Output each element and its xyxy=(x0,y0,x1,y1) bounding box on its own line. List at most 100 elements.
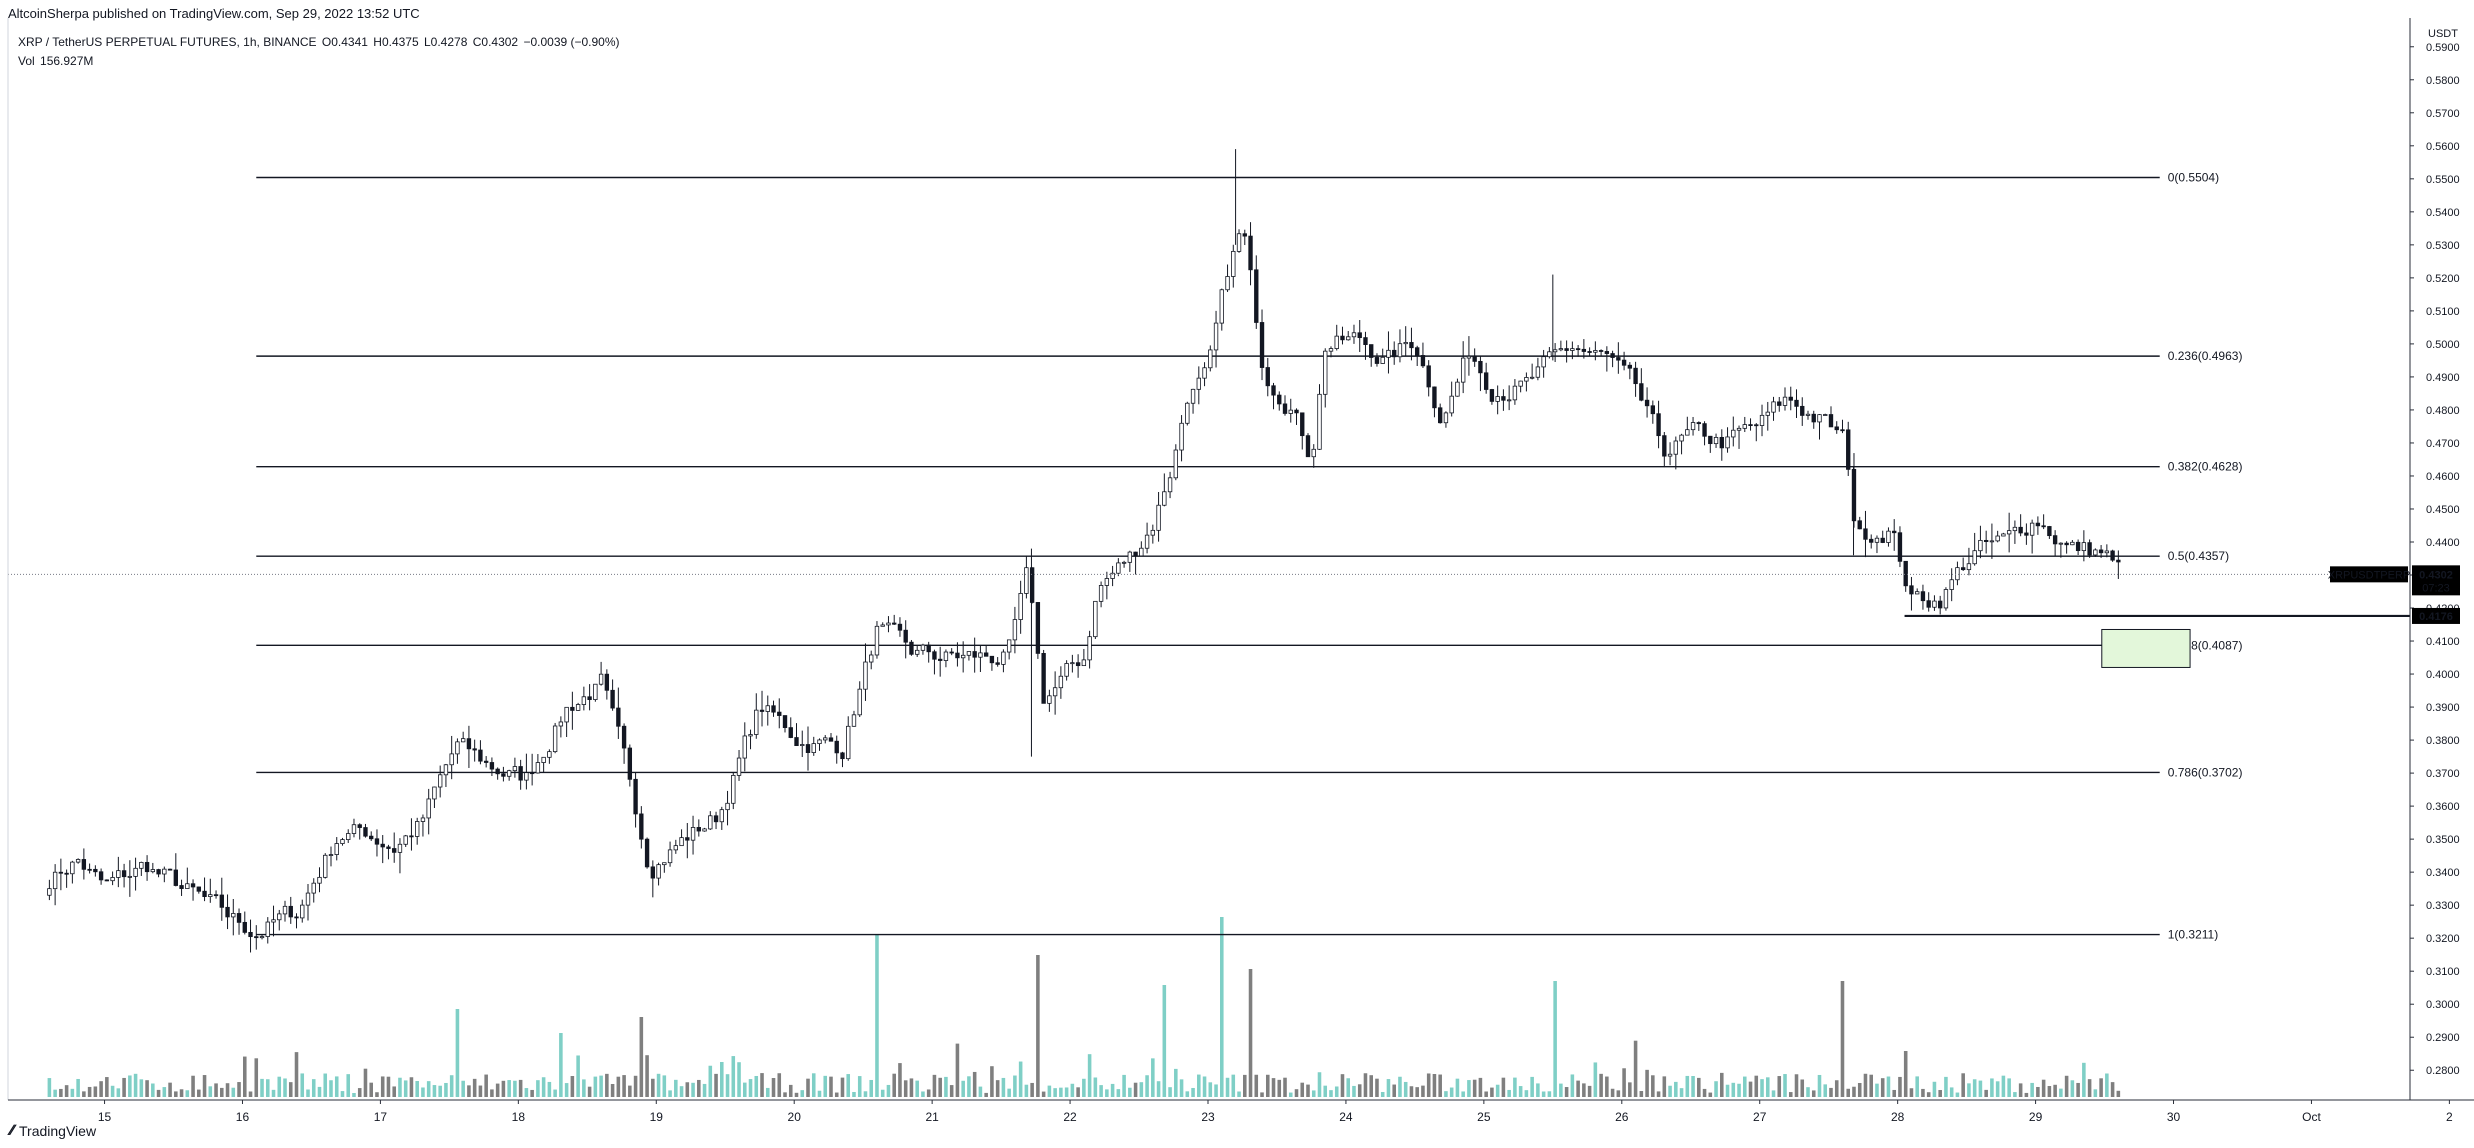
volume-bar xyxy=(375,1092,379,1097)
volume-bar xyxy=(915,1080,919,1097)
candle-body xyxy=(1432,386,1437,409)
volume-bar xyxy=(576,1055,580,1097)
candle-body xyxy=(1420,355,1426,367)
volume-bar xyxy=(1863,1073,1868,1097)
volume-bar xyxy=(564,1083,569,1097)
candle-body xyxy=(501,773,506,777)
candle-body xyxy=(1104,578,1110,586)
candle-body xyxy=(139,861,144,869)
volume-bar xyxy=(133,1073,138,1097)
volume-bar xyxy=(1415,1087,1419,1097)
price-tick-label: 0.5900 xyxy=(2426,42,2460,54)
volume-bar xyxy=(685,1082,690,1097)
price-tick-label: 0.3700 xyxy=(2426,768,2460,780)
volume-bar xyxy=(1593,1062,1598,1097)
candle-body xyxy=(817,739,822,745)
volume-bar xyxy=(1651,1075,1655,1097)
candle-body xyxy=(650,866,656,879)
volume-bar xyxy=(1674,1081,1678,1097)
candle-body xyxy=(1955,567,1960,581)
volume-bar xyxy=(2105,1073,2109,1097)
candle-body xyxy=(1403,342,1408,345)
candle-body xyxy=(47,888,52,896)
volume-bar xyxy=(1978,1080,1983,1097)
volume-bar xyxy=(1800,1079,1805,1097)
candle-body xyxy=(639,813,644,840)
candle-body xyxy=(144,861,150,873)
price-axis[interactable]: 0.2800 0.2900 0.3000 0.3100 0.3200 0.3300 0.34… xyxy=(7,18,2474,1101)
volume-bar xyxy=(1794,1074,1799,1097)
candle-body xyxy=(162,868,167,875)
legend-close: C0.4302 xyxy=(472,35,519,49)
volume-bar xyxy=(1294,1089,1299,1097)
candle-body xyxy=(1351,332,1357,338)
candle-body xyxy=(420,817,426,822)
candle-body xyxy=(1093,600,1098,638)
candle-body xyxy=(64,872,69,875)
candle-body xyxy=(369,835,374,840)
candle-body xyxy=(1328,348,1334,352)
candle-body xyxy=(897,623,903,631)
price-tick-label: 0.3000 xyxy=(2426,999,2460,1011)
volume-bar xyxy=(2116,1090,2121,1097)
volume-bar xyxy=(1099,1085,1103,1097)
volume-bar xyxy=(1220,917,1224,1097)
volume-bar xyxy=(1564,1087,1569,1097)
volume-bar xyxy=(1495,1084,1500,1097)
volume-bar xyxy=(978,1086,983,1097)
volume-bar xyxy=(70,1088,75,1097)
volume-bar xyxy=(1633,1040,1638,1097)
volume-bar xyxy=(863,1091,868,1097)
candle-body xyxy=(529,772,535,775)
fib-level-label: 0.786(0.3702) xyxy=(2168,765,2243,779)
volume-bar xyxy=(478,1085,483,1097)
volume-bar xyxy=(633,1075,638,1097)
volume-bar xyxy=(1059,1087,1063,1097)
time-axis[interactable]: 15161718192021222324252627282930Oct23 xyxy=(98,1100,2474,1124)
candle-body xyxy=(1880,537,1885,543)
volume-bar xyxy=(1926,1092,1931,1097)
volume-bar xyxy=(156,1089,161,1097)
candle-body xyxy=(788,727,793,738)
volume-bar xyxy=(1248,969,1253,1097)
volume-bar xyxy=(1128,1087,1132,1097)
legend-change: −0.0039 (−0.90%) xyxy=(523,35,620,49)
price-tick-label: 0.3600 xyxy=(2426,801,2460,813)
fibonacci-retracement[interactable]: 0(0.5504) 0.236(0.4963) 0.382(0.4628) 0.5(0… xyxy=(256,171,2242,942)
volume-bar xyxy=(1001,1077,1006,1097)
volume-bar xyxy=(1765,1077,1770,1097)
candle-body xyxy=(1139,547,1144,557)
volume-bar xyxy=(1490,1087,1494,1097)
volume-bar xyxy=(1162,985,1167,1097)
candle-body xyxy=(696,827,701,832)
candle-body xyxy=(1346,336,1351,341)
candle-body xyxy=(1938,600,1943,609)
volume-bar xyxy=(961,1080,965,1097)
candle-body xyxy=(598,673,604,685)
price-tick-label: 0.4800 xyxy=(2426,405,2460,417)
candle-body xyxy=(1190,388,1196,404)
candle-body xyxy=(581,696,587,705)
volume-bar xyxy=(1938,1090,1942,1097)
candle-body xyxy=(1512,385,1518,401)
candle-body xyxy=(863,661,868,690)
candle-body xyxy=(231,913,236,918)
candle-body xyxy=(570,706,575,711)
candle-body xyxy=(1564,348,1569,351)
candle-body xyxy=(248,931,253,938)
candle-body xyxy=(380,843,385,848)
candle-body xyxy=(846,725,851,760)
support-price-label-box xyxy=(2412,607,2460,624)
volume-bar xyxy=(444,1082,448,1097)
time-tick-label: 17 xyxy=(374,1110,388,1124)
candle-body xyxy=(2070,541,2075,546)
candle-body xyxy=(1932,600,1937,608)
candle-body xyxy=(1708,435,1713,445)
candle-body xyxy=(955,652,960,659)
candle-body xyxy=(271,919,276,923)
candle-body xyxy=(886,622,891,626)
candle-body xyxy=(1673,440,1678,455)
candle-body xyxy=(334,843,339,855)
volume-bar xyxy=(1622,1068,1626,1097)
